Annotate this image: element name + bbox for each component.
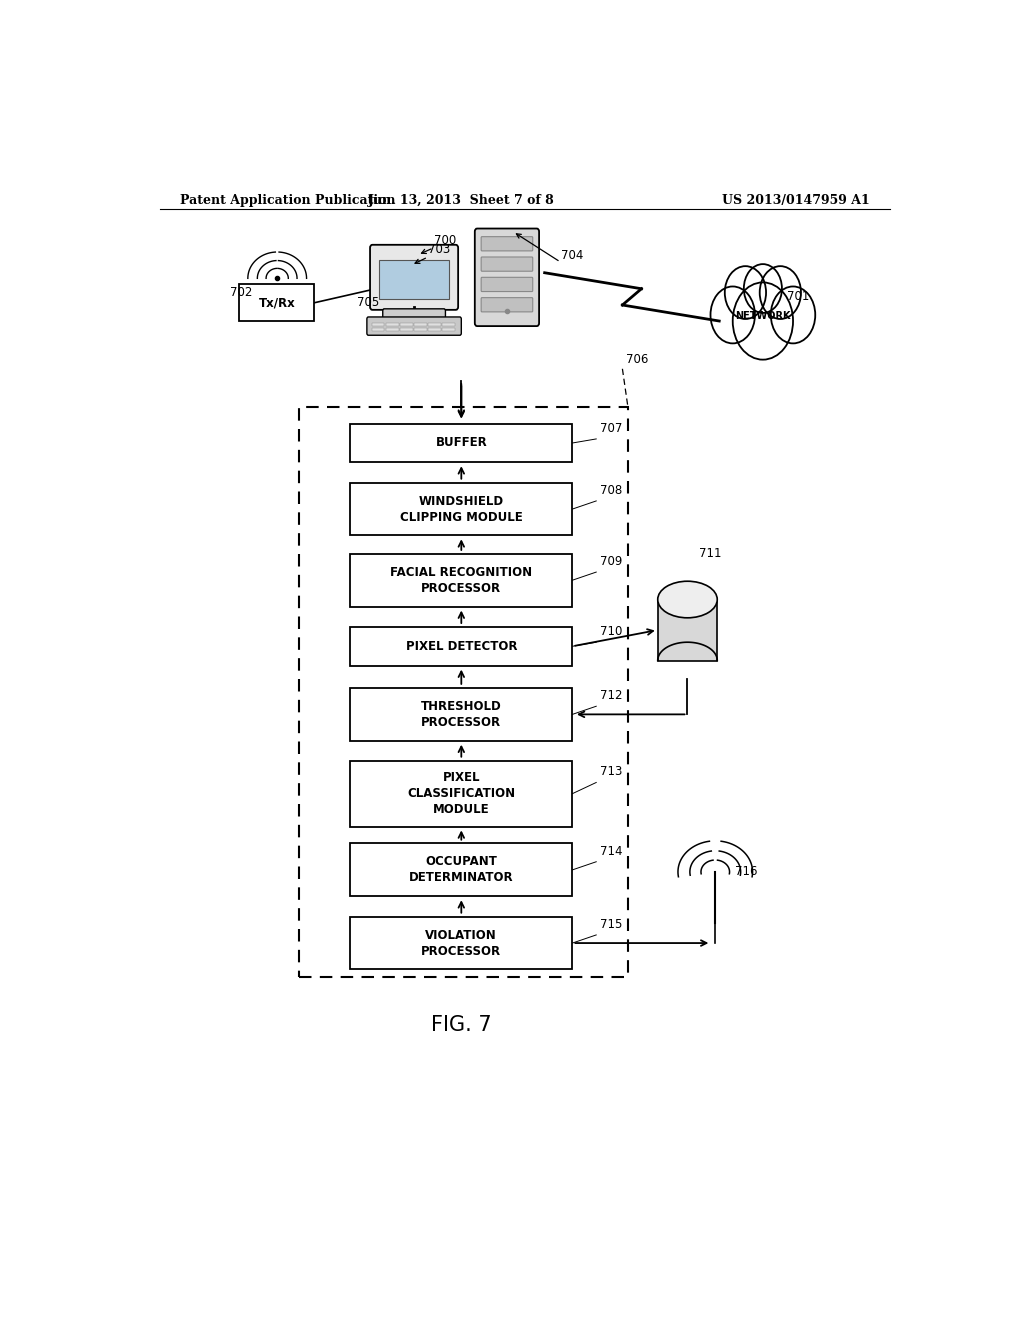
Bar: [414, 323, 427, 326]
Bar: [386, 329, 398, 331]
Text: NETWORK: NETWORK: [735, 312, 791, 321]
FancyBboxPatch shape: [481, 277, 532, 292]
Bar: [350, 627, 572, 665]
Bar: [400, 323, 413, 326]
Circle shape: [743, 264, 782, 313]
Text: PIXEL
CLASSIFICATION
MODULE: PIXEL CLASSIFICATION MODULE: [408, 771, 515, 816]
Text: 710: 710: [600, 626, 623, 638]
Text: FACIAL RECOGNITION
PROCESSOR: FACIAL RECOGNITION PROCESSOR: [390, 566, 532, 595]
Text: 704: 704: [560, 249, 583, 263]
Text: VIOLATION
PROCESSOR: VIOLATION PROCESSOR: [421, 928, 502, 957]
Bar: [386, 323, 398, 326]
Text: 706: 706: [627, 352, 649, 366]
FancyBboxPatch shape: [370, 244, 458, 310]
Bar: [350, 554, 572, 607]
Bar: [442, 323, 456, 326]
Circle shape: [733, 282, 793, 359]
Text: Jun. 13, 2013  Sheet 7 of 8: Jun. 13, 2013 Sheet 7 of 8: [368, 194, 555, 207]
Text: WINDSHIELD
CLIPPING MODULE: WINDSHIELD CLIPPING MODULE: [400, 495, 522, 524]
Text: 714: 714: [600, 845, 623, 858]
Bar: [657, 599, 717, 660]
Bar: [372, 329, 384, 331]
Bar: [350, 843, 572, 896]
Bar: [350, 760, 572, 826]
Text: 705: 705: [356, 296, 379, 309]
Text: 703: 703: [428, 243, 451, 256]
Circle shape: [760, 267, 801, 319]
Bar: [240, 284, 314, 321]
Bar: [442, 329, 456, 331]
Text: 712: 712: [600, 689, 623, 702]
Circle shape: [771, 286, 815, 343]
Circle shape: [711, 286, 755, 343]
Bar: [350, 483, 572, 536]
Text: US 2013/0147959 A1: US 2013/0147959 A1: [722, 194, 870, 207]
FancyBboxPatch shape: [481, 297, 532, 312]
Text: FIG. 7: FIG. 7: [431, 1015, 492, 1035]
Bar: [400, 329, 413, 331]
Text: Tx/Rx: Tx/Rx: [258, 296, 295, 309]
Text: OCCUPANT
DETERMINATOR: OCCUPANT DETERMINATOR: [409, 855, 514, 884]
Text: Patent Application Publication: Patent Application Publication: [179, 194, 395, 207]
Text: BUFFER: BUFFER: [435, 437, 487, 450]
Text: 715: 715: [600, 917, 623, 931]
Text: 702: 702: [229, 285, 252, 298]
Bar: [350, 424, 572, 462]
FancyBboxPatch shape: [475, 228, 539, 326]
FancyBboxPatch shape: [481, 257, 532, 271]
Bar: [299, 408, 628, 977]
Bar: [372, 323, 384, 326]
Text: THRESHOLD
PROCESSOR: THRESHOLD PROCESSOR: [421, 700, 502, 729]
Text: 700: 700: [433, 234, 456, 247]
Bar: [428, 329, 441, 331]
Text: 701: 701: [786, 289, 809, 302]
Bar: [379, 260, 450, 298]
FancyBboxPatch shape: [367, 317, 461, 335]
Text: 716: 716: [735, 865, 758, 878]
Text: 713: 713: [600, 766, 623, 779]
Ellipse shape: [657, 581, 717, 618]
Circle shape: [725, 267, 766, 319]
Bar: [350, 688, 572, 741]
Bar: [350, 916, 572, 969]
Text: 707: 707: [600, 422, 623, 434]
Text: 709: 709: [600, 554, 623, 568]
Text: PIXEL DETECTOR: PIXEL DETECTOR: [406, 640, 517, 653]
FancyBboxPatch shape: [481, 236, 532, 251]
Bar: [428, 323, 441, 326]
FancyBboxPatch shape: [383, 309, 445, 323]
Text: 708: 708: [600, 484, 623, 496]
Text: 711: 711: [699, 546, 722, 560]
Bar: [414, 329, 427, 331]
